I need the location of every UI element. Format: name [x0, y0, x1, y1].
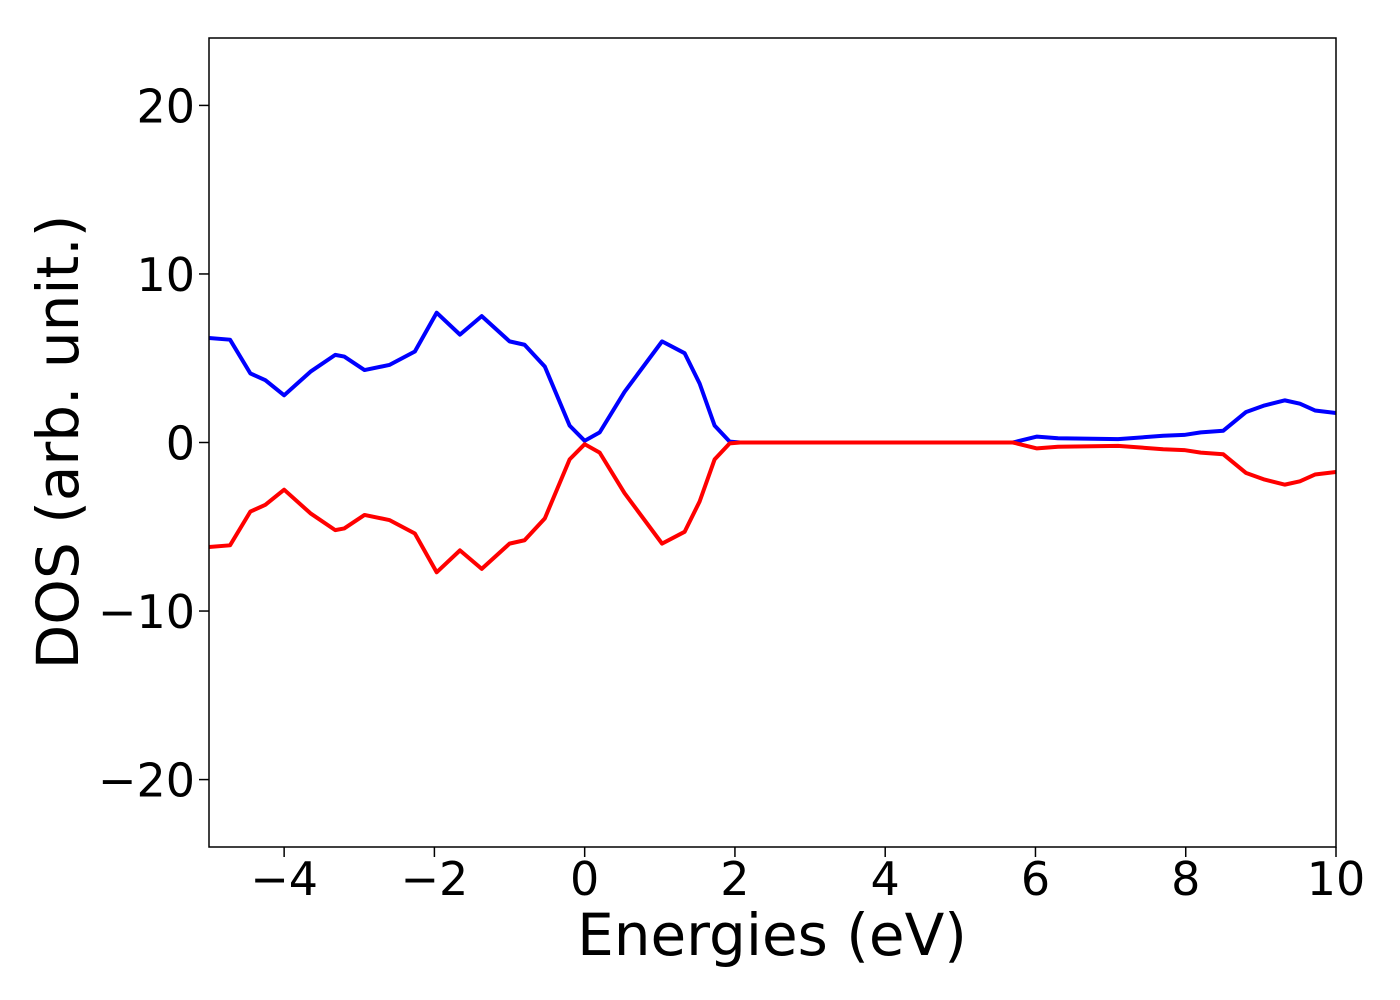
y-tick-label: 10: [136, 248, 195, 302]
x-tick-label: −2: [400, 852, 468, 906]
x-tick-label: 6: [1021, 852, 1050, 906]
x-tick-label: 2: [720, 852, 749, 906]
y-tick-label: 0: [166, 417, 195, 471]
y-tick-label: −10: [98, 585, 195, 639]
x-tick-label: 4: [871, 852, 900, 906]
x-tick-label: −4: [250, 852, 318, 906]
y-tick-label: 20: [136, 79, 195, 133]
dos-line: [209, 310, 1336, 445]
x-tick-label: 8: [1171, 852, 1200, 906]
plot-frame: [208, 37, 1337, 848]
x-axis-label: Energies (eV): [577, 901, 967, 969]
x-tick-label: 10: [1307, 852, 1366, 906]
dos-line: [209, 440, 1336, 575]
x-tick-label: 0: [570, 852, 599, 906]
y-axis-label: DOS (arb. unit.): [24, 215, 92, 670]
y-tick-label: −20: [98, 754, 195, 808]
